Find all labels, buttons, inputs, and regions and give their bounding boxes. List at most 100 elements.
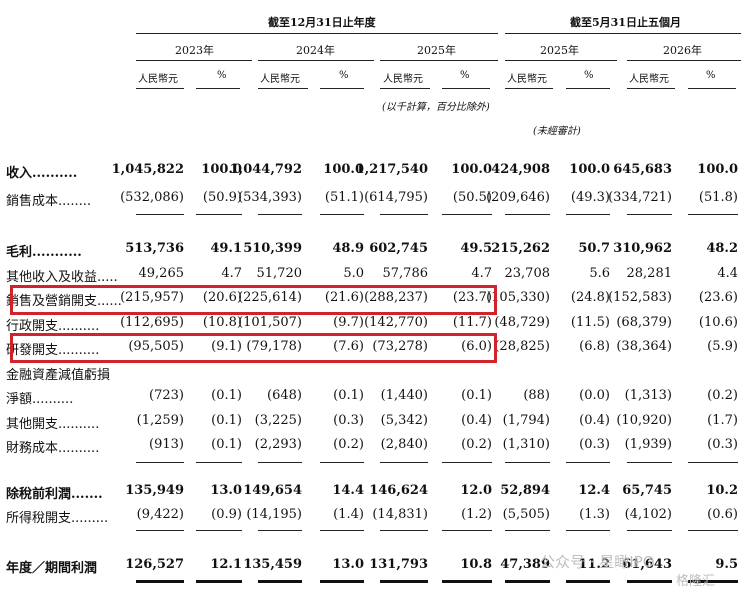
cell-amount: 149,654: [243, 483, 302, 498]
subtotal-rule: [380, 214, 428, 215]
cell-amount: 602,745: [369, 241, 428, 256]
cell-percent: (0.1): [211, 437, 242, 452]
cell-amount: (3,225): [254, 413, 302, 428]
header-group-fiscal-year: 截至12月31日止年度: [268, 16, 376, 29]
row-label: 收入..........: [6, 166, 78, 181]
double-rule: [442, 580, 492, 583]
cell-percent: 4.7: [471, 266, 492, 281]
unit-pct-2025: %: [460, 70, 470, 81]
cell-amount: 49,265: [138, 266, 185, 281]
cell-amount: 51,720: [256, 266, 303, 281]
row-label: 金融資產減值虧損: [6, 368, 111, 383]
subtotal-rule: [627, 214, 672, 215]
cell-amount: 146,624: [369, 483, 428, 498]
cell-percent: (9.7): [333, 315, 364, 330]
row-label: 財務成本..........: [6, 441, 100, 456]
cell-amount: (14,195): [246, 507, 302, 522]
subtotal-rule: [136, 214, 184, 215]
subtotal-rule: [196, 530, 242, 531]
subtotal-rule: [258, 530, 302, 531]
highlight-box-sales-marketing: [10, 285, 497, 315]
cell-amount: (101,507): [238, 315, 302, 330]
subtotal-rule: [627, 530, 672, 531]
cell-percent: (0.4): [579, 413, 610, 428]
year-label-2026-period: 2026年: [663, 44, 702, 57]
cell-percent: (0.3): [579, 437, 610, 452]
cell-percent: (10.6): [698, 315, 738, 330]
unit-rule-10: [688, 88, 736, 89]
cell-percent: 5.6: [589, 266, 610, 281]
cell-amount: (1,794): [502, 413, 550, 428]
cell-amount: 47,389: [500, 557, 550, 572]
cell-percent: (51.8): [698, 190, 738, 205]
row-label: 其他開支..........: [6, 417, 100, 432]
cell-amount: 65,745: [622, 483, 672, 498]
cell-percent: 49.1: [210, 241, 242, 256]
cell-amount: (288,237): [364, 290, 428, 305]
subtotal-rule: [688, 214, 738, 215]
unit-rule-9: [627, 88, 675, 89]
unit-rule-1: [136, 88, 184, 89]
cell-percent: (0.2): [333, 437, 364, 452]
cell-percent: (0.3): [333, 413, 364, 428]
unit-rule-4: [320, 88, 364, 89]
unit-rule-3: [258, 88, 308, 89]
cell-amount: (95,505): [128, 339, 184, 354]
cell-amount: (79,178): [246, 339, 302, 354]
double-rule: [380, 580, 428, 583]
watermark-wechat: 公众号 · 星瞰IPO: [540, 553, 655, 571]
year-rule-2025: [380, 60, 498, 61]
header-rule-fiscal: [136, 33, 498, 34]
cell-amount: (112,695): [120, 315, 184, 330]
year-rule-2024: [258, 60, 374, 61]
cell-amount: (209,646): [486, 190, 550, 205]
cell-amount: (88): [523, 388, 550, 403]
row-label: 研發開支..........: [6, 343, 100, 358]
cell-percent: (5.9): [707, 339, 738, 354]
row-label: 年度／期間利潤: [6, 561, 98, 576]
cell-amount: 513,736: [125, 241, 184, 256]
cell-amount: (4,102): [624, 507, 672, 522]
cell-amount: 310,962: [613, 241, 672, 256]
cell-percent: 12.0: [460, 483, 492, 498]
subtotal-rule: [258, 462, 302, 463]
cell-amount: 1,044,792: [229, 162, 302, 177]
cell-percent: 4.4: [717, 266, 738, 281]
unit-pct-2023: %: [217, 70, 227, 81]
year-label-2024: 2024年: [296, 44, 335, 57]
subtotal-rule: [380, 530, 428, 531]
cell-amount: (1,310): [502, 437, 550, 452]
row-label: 銷售及營銷開支......: [6, 294, 122, 309]
cell-percent: (10.8): [202, 315, 242, 330]
double-rule: [320, 580, 364, 583]
cell-amount: 1,045,822: [111, 162, 184, 177]
cell-percent: 13.0: [210, 483, 242, 498]
watermark-gelonghui: 格隆汇: [676, 574, 716, 589]
cell-amount: (614,795): [364, 190, 428, 205]
cell-percent: (23.6): [698, 290, 738, 305]
subtotal-rule: [380, 462, 428, 463]
cell-amount: 57,786: [382, 266, 429, 281]
unit-rule-7: [505, 88, 553, 89]
cell-percent: (24.8): [570, 290, 610, 305]
cell-percent: (23.7): [452, 290, 492, 305]
row-label: 除稅前利潤.......: [6, 487, 103, 502]
cell-amount: (334,721): [608, 190, 672, 205]
cell-percent: 100.0: [697, 162, 738, 177]
row-label: 其他收入及收益.....: [6, 270, 118, 285]
year-rule-2025-period: [505, 60, 617, 61]
cell-amount: (534,393): [238, 190, 302, 205]
cell-amount: 61,643: [622, 557, 672, 572]
subtotal-rule: [688, 462, 738, 463]
cell-percent: 100.0: [323, 162, 364, 177]
double-rule: [196, 580, 242, 583]
note-unaudited: (未經審計): [533, 126, 581, 137]
note-thousands: (以千計算，百分比除外): [382, 102, 490, 113]
cell-amount: (48,729): [494, 315, 550, 330]
subtotal-rule: [566, 214, 610, 215]
unit-pct-2026-period: %: [706, 70, 716, 81]
cell-amount: (648): [267, 388, 302, 403]
unit-rmb-2025-period: 人民幣元: [507, 74, 547, 85]
cell-amount: (68,379): [616, 315, 672, 330]
subtotal-rule: [627, 462, 672, 463]
